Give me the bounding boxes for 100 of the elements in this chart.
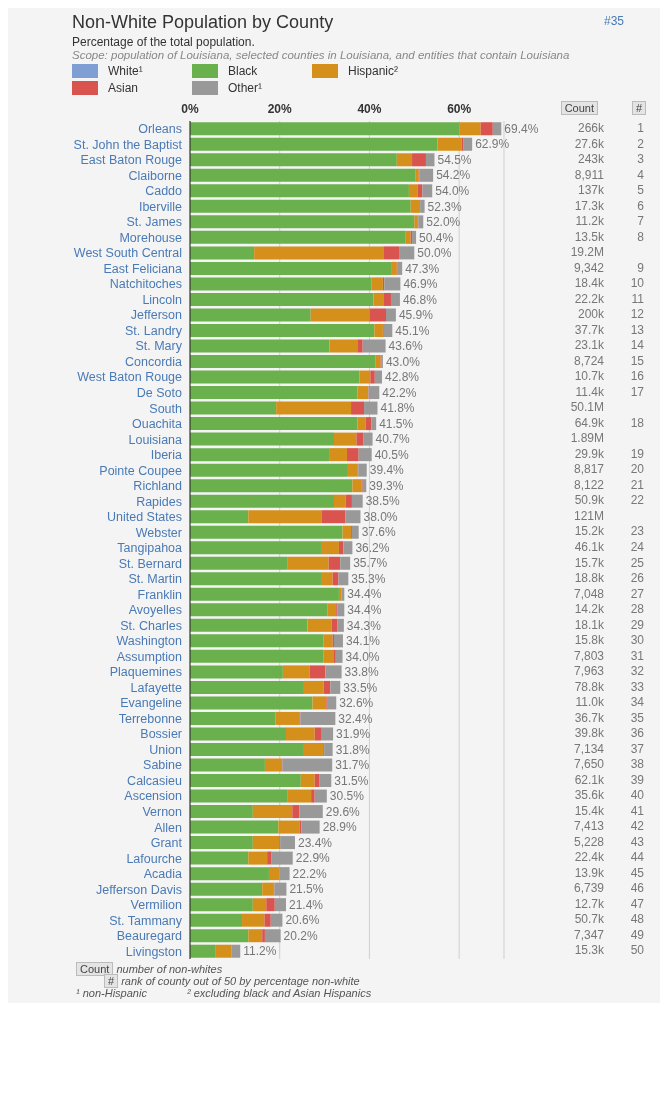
text: 7,048 27 xyxy=(573,586,644,601)
total-label: 37.6% xyxy=(361,525,397,540)
total-label: 47.3% xyxy=(405,261,440,276)
total-label: 34.4% xyxy=(347,603,382,618)
y-tick-label: Washington xyxy=(116,634,183,649)
y-tick-label: Acadia xyxy=(143,867,183,882)
text: number of non-whites xyxy=(116,963,223,975)
y-tick-label: West South Central xyxy=(73,246,182,261)
y-tick-label: St. John the Baptist xyxy=(73,137,183,152)
total-label: 34.1% xyxy=(345,634,381,649)
y-tick-label: Caddo xyxy=(145,184,183,199)
total-label: 42.8% xyxy=(384,370,420,385)
text: 5,228 43 xyxy=(573,834,644,849)
text: 22.2k 11 xyxy=(574,291,644,306)
text: 37.7k 13 xyxy=(574,322,644,337)
text: 200k 12 xyxy=(577,307,644,322)
y-tick-label: Webster xyxy=(135,525,182,540)
text: 137k 5 xyxy=(577,183,644,198)
total-label: 69.4% xyxy=(504,121,539,136)
total-label: 46.9% xyxy=(403,277,438,292)
total-label: 40.5% xyxy=(374,447,410,462)
total-label: 33.8% xyxy=(344,665,379,680)
total-label: 52.0% xyxy=(426,215,461,230)
total-label: 22.9% xyxy=(295,851,331,866)
y-tick-label: Calcasieu xyxy=(127,773,183,788)
y-tick-label: Ascension xyxy=(124,789,183,804)
y-tick-label: Allen xyxy=(154,820,183,835)
y-tick-label: St. Mary xyxy=(135,339,183,354)
total-label: 36.2% xyxy=(355,540,390,555)
text: 15.7k 25 xyxy=(574,555,644,570)
text: 7,650 38 xyxy=(573,757,644,772)
total-label: 38.5% xyxy=(365,494,401,509)
y-tick-label: Avoyelles xyxy=(128,603,182,618)
text: 13.9k 45 xyxy=(574,865,644,880)
y-tick-label: St. Tammany xyxy=(109,913,183,928)
y-tick-label: De Soto xyxy=(136,386,183,401)
y-tick-label: Concordia xyxy=(125,354,183,369)
y-tick-label: South xyxy=(149,401,183,416)
text: 8,817 20 xyxy=(573,462,644,477)
total-label: 34.3% xyxy=(346,618,382,633)
total-label: 41.8% xyxy=(380,401,415,416)
text: 8,724 15 xyxy=(573,353,644,368)
text: Count xyxy=(560,101,598,115)
text: 7,347 49 xyxy=(573,927,644,942)
y-tick-label: Beauregard xyxy=(116,929,183,944)
x-tick-label: 0% xyxy=(181,102,199,116)
y-tick-label: Claiborne xyxy=(128,168,183,183)
y-tick-label: Assumption xyxy=(116,649,183,664)
x-tick-label: 60% xyxy=(447,102,472,116)
text: 15.3k 50 xyxy=(574,943,644,958)
total-label: 20.2% xyxy=(283,928,318,943)
legend-label: Asian xyxy=(108,81,139,95)
total-label: 45.9% xyxy=(398,308,434,323)
total-label: 54.0% xyxy=(435,184,470,199)
text: 15.2k 23 xyxy=(574,524,644,539)
text: 19.2M xyxy=(569,245,604,261)
y-tick-label: Vermilion xyxy=(130,898,183,913)
text: 46.1k 24 xyxy=(574,540,644,554)
total-label: 42.2% xyxy=(382,385,417,400)
y-tick-label: Ouachita xyxy=(131,417,183,432)
legend-label: White¹ xyxy=(108,64,143,78)
text: 8,122 21 xyxy=(573,477,644,492)
text: 64.9k 18 xyxy=(574,415,644,430)
y-tick-label: Jefferson Davis xyxy=(96,882,182,897)
text: 62.1k 39 xyxy=(574,772,644,787)
total-label: 62.9% xyxy=(475,137,510,152)
total-label: 46.8% xyxy=(402,292,438,307)
y-tick-label: Plaquemines xyxy=(109,665,182,680)
y-tick-label: St. Charles xyxy=(120,618,182,633)
y-tick-label: Lafayette xyxy=(130,680,183,695)
y-tick-label: Union xyxy=(149,742,183,757)
y-tick-label: Richland xyxy=(133,479,183,494)
total-label: 31.5% xyxy=(334,773,369,788)
total-label: 39.3% xyxy=(369,478,404,493)
y-tick-label: Sabine xyxy=(143,758,183,773)
total-label: 43.6% xyxy=(388,339,423,354)
total-label: 32.4% xyxy=(338,711,373,726)
text: 17.3k 6 xyxy=(574,198,644,213)
y-tick-label: Lafourche xyxy=(126,851,183,866)
total-label: 11.2% xyxy=(243,944,277,959)
y-tick-label: Lincoln xyxy=(142,292,183,307)
text: Count xyxy=(76,962,114,976)
y-tick-label: Franklin xyxy=(137,587,183,602)
text: 6,739 46 xyxy=(573,881,644,896)
total-label: 34.0% xyxy=(345,649,380,664)
text: 18.1k 29 xyxy=(574,617,644,632)
total-label: 32.6% xyxy=(339,696,374,711)
text: 15.8k 30 xyxy=(574,633,644,648)
legend-label: Hispanic² xyxy=(348,64,399,78)
y-tick-label: Bossier xyxy=(140,727,182,742)
text: 10.7k 16 xyxy=(574,369,644,384)
y-tick-label: Morehouse xyxy=(119,230,183,245)
text: 243k 3 xyxy=(577,152,644,167)
total-label: 21.4% xyxy=(288,897,324,912)
y-tick-label: Iberville xyxy=(138,199,183,214)
y-tick-label: Evangeline xyxy=(120,696,183,711)
total-label: 50.4% xyxy=(419,230,454,245)
text: 7,413 42 xyxy=(573,819,644,834)
chart-subtitle: Percentage of the total population. xyxy=(72,35,256,49)
text: 50.1M xyxy=(569,400,604,416)
